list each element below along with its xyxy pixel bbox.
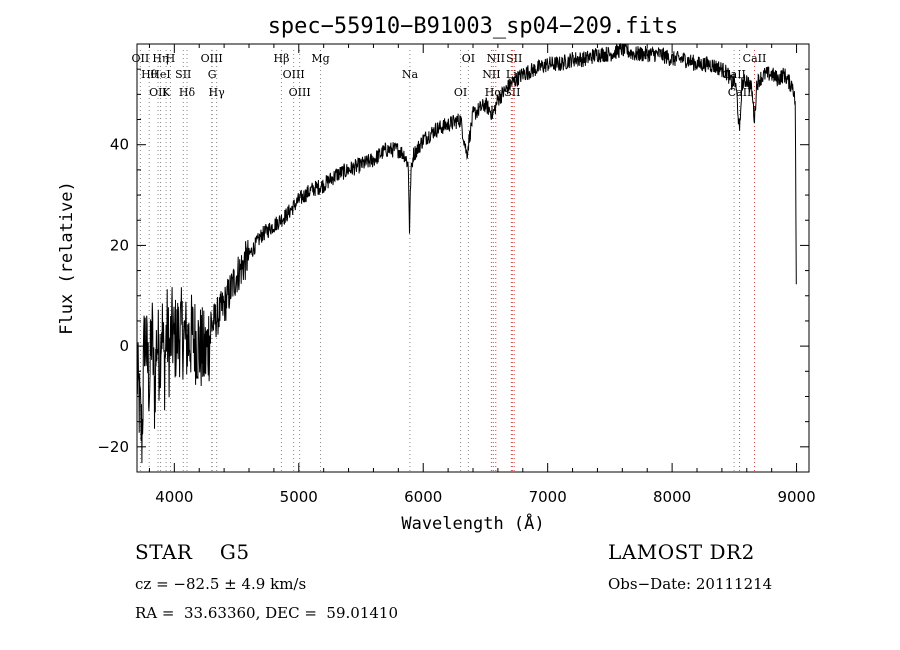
x-tick-label: 7000 <box>529 488 567 506</box>
x-tick-label: 8000 <box>653 488 691 506</box>
spectrum-line <box>136 42 797 464</box>
line-label: SΙΙ <box>175 68 191 81</box>
line-label: Hβ <box>274 52 290 65</box>
spectral-lines-layer <box>139 50 755 472</box>
line-label: H <box>166 52 176 65</box>
line-label: Hθ <box>141 68 158 81</box>
chart-title: spec−55910−B91003_sp04−209.fits <box>268 14 679 39</box>
line-label: OI <box>462 52 475 65</box>
x-tick-label: 6000 <box>404 488 442 506</box>
axis-ticks-layer: 4000 5000 6000 7000 8000 9000 −20 0 20 40 <box>97 44 816 506</box>
line-label: OI <box>454 86 467 99</box>
x-tick-label: 5000 <box>280 488 318 506</box>
observation-date: Obs−Date: 20111214 <box>608 575 773 593</box>
x-axis-label: Wavelength (Å) <box>401 512 544 534</box>
line-label: Hα <box>485 86 503 99</box>
line-label: HeI <box>150 68 170 81</box>
line-label: Na <box>402 68 419 81</box>
line-label: CaΙΙ <box>728 86 752 99</box>
line-label: Hγ <box>209 86 226 99</box>
line-label: Hη <box>152 52 168 65</box>
y-tick-label: −20 <box>97 438 129 456</box>
line-label: OΙΙ <box>132 52 150 65</box>
y-tick-label: 40 <box>110 136 129 154</box>
y-axis-label: Flux (relative) <box>57 181 77 335</box>
survey-name: LAMOST DR2 <box>608 540 755 564</box>
spectrum-chart: spec−55910−B91003_sp04−209.fits OΙΙ Hθ OΙΙ… <box>57 14 816 534</box>
line-label: OΙΙΙ <box>283 68 305 81</box>
redshift-cz: cz = −82.5 ± 4.9 km/s <box>135 575 307 593</box>
y-tick-label: 0 <box>119 337 129 355</box>
series-layer <box>136 42 797 464</box>
object-class: STAR G5 <box>135 540 250 564</box>
line-label: Hδ <box>179 86 196 99</box>
line-label: OΙΙ <box>149 86 167 99</box>
line-label: K <box>162 86 171 99</box>
line-label: SΙΙ <box>506 52 522 65</box>
line-label: OΙΙΙ <box>289 86 311 99</box>
line-label: OΙΙΙ <box>201 52 223 65</box>
line-label: NΙΙ <box>487 52 505 65</box>
line-label: NΙΙ <box>482 68 500 81</box>
coordinates: RA = 33.63360, DEC = 59.01410 <box>135 604 399 622</box>
x-tick-label: 4000 <box>155 488 193 506</box>
line-label: Li <box>506 68 517 81</box>
line-label: Mg <box>311 52 329 65</box>
line-label: G <box>208 68 217 81</box>
x-tick-label: 9000 <box>777 488 815 506</box>
y-tick-label: 20 <box>110 236 129 254</box>
line-label: CaΙΙ <box>743 52 767 65</box>
